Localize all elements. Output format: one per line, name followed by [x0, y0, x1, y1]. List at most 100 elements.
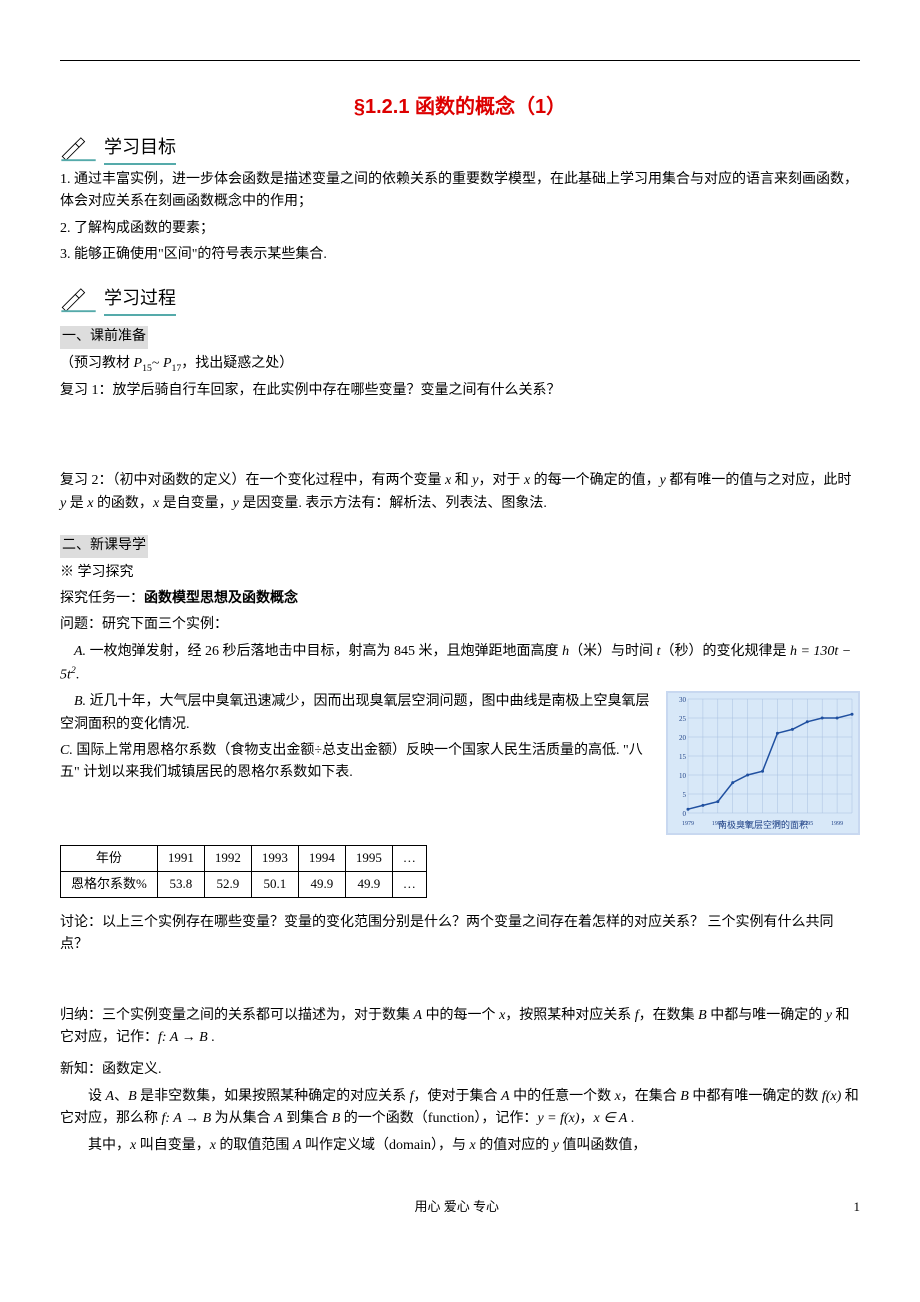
page-title: §1.2.1 函数的概念（1）: [60, 91, 860, 123]
d1m: .: [627, 1111, 634, 1126]
blank-space-2: [60, 961, 860, 1001]
review-1: 复习 1：放学后骑自行车回家，在此实例中存在哪些变量？变量之间有什么关系？: [60, 380, 860, 402]
d1-A3: A: [274, 1111, 283, 1126]
d1-A2: A: [501, 1089, 510, 1104]
ind-e: 中都与唯一确定的: [707, 1008, 826, 1023]
task1b: 函数模型思想及函数概念: [144, 591, 298, 606]
exa-b: （米）与时间: [569, 644, 657, 659]
label-b: B.: [74, 694, 86, 709]
new-def-label: 新知：函数定义.: [60, 1059, 860, 1081]
d1f: ，在集合: [621, 1089, 681, 1104]
d1i: 为从集合: [211, 1111, 274, 1126]
exa-a: 一枚炮弹发射，经 26 秒后落地击中目标，射高为 845 米，且炮弹距地面高度: [86, 644, 562, 659]
th-1995: 1995: [345, 846, 392, 872]
td-5: …: [392, 871, 426, 897]
section-goals-header: 学习目标: [60, 133, 860, 165]
task1: 探究任务一：函数模型思想及函数概念: [60, 588, 860, 610]
td-3: 49.9: [298, 871, 345, 897]
r2f: 是: [66, 496, 87, 511]
th-1992: 1992: [204, 846, 251, 872]
d1d: ，使对于集合: [414, 1089, 502, 1104]
prep-tilde: ~: [152, 356, 163, 371]
ind-d: ，在数集: [639, 1008, 699, 1023]
goal-item-1: 1. 通过丰富实例，进一步体会函数是描述变量之间的依赖关系的重要数学模型，在此基…: [60, 169, 860, 214]
table-data-row: 恩格尔系数% 53.8 52.9 50.1 49.9 49.9 …: [61, 871, 427, 897]
d1-fab: f: A → B: [162, 1111, 212, 1126]
task1a: 探究任务一：: [60, 591, 144, 606]
svg-text:30: 30: [679, 696, 687, 704]
th-1993: 1993: [251, 846, 298, 872]
d1-B3: B: [332, 1111, 341, 1126]
newlesson-heading: 二、新课导学: [60, 535, 148, 557]
d2c: 的取值范围: [216, 1138, 293, 1153]
process-header-text: 学习过程: [104, 284, 176, 316]
th-year: 年份: [61, 846, 158, 872]
ozone-chart-svg: 051015202530197919831987199119951999: [668, 693, 858, 833]
r2e: 都有唯一的值与之对应，此时: [666, 473, 852, 488]
ind-fab: f: A → B: [158, 1030, 208, 1045]
prep-note-a: （预习教材: [60, 356, 134, 371]
d1-B: B: [128, 1089, 137, 1104]
d1k: 的一个函数（function），记作：: [340, 1111, 537, 1126]
hand-writing-icon: [60, 287, 98, 313]
discussion: 讨论：以上三个实例存在哪些变量？变量的变化范围分别是什么？两个变量之间存在着怎样…: [60, 912, 860, 957]
d1-yfx: y = f(x): [537, 1111, 579, 1126]
prep-note-b: ，找出疑惑之处）: [181, 356, 293, 371]
blank-space: [60, 406, 860, 466]
d1-B2: B: [680, 1089, 689, 1104]
goal-item-2: 2. 了解构成函数的要素；: [60, 218, 860, 240]
d1b: 、: [114, 1089, 128, 1104]
prep-heading: 一、课前准备: [60, 326, 148, 348]
top-rule: [60, 60, 860, 61]
th-1994: 1994: [298, 846, 345, 872]
hand-writing-icon: [60, 136, 98, 162]
td-0: 53.8: [157, 871, 204, 897]
section-process-header: 学习过程: [60, 284, 860, 316]
ind-c: ，按照某种对应关系: [505, 1008, 635, 1023]
d2-A: A: [293, 1138, 302, 1153]
r2h: 是自变量，: [159, 496, 233, 511]
td-2: 50.1: [251, 871, 298, 897]
r2b: 和: [451, 473, 472, 488]
d2d: 叫作定义域（domain），与: [302, 1138, 470, 1153]
svg-text:25: 25: [679, 715, 687, 723]
ind-a: 归纳：三个实例变量之间的关系都可以描述为，对于数集: [60, 1008, 414, 1023]
goal-item-3: 3. 能够正确使用"区间"的符号表示某些集合.: [60, 244, 860, 266]
label-a: A.: [74, 644, 86, 659]
example-a: A. 一枚炮弹发射，经 26 秒后落地击中目标，射高为 845 米，且炮弹距地面…: [60, 641, 860, 687]
definition-2: 其中，x 叫自变量，x 的取值范围 A 叫作定义域（domain），与 x 的值…: [60, 1135, 860, 1157]
footer-page: 1: [854, 1197, 861, 1218]
d1g: 中都有唯一确定的数: [689, 1089, 822, 1104]
table-header-row: 年份 1991 1992 1993 1994 1995 …: [61, 846, 427, 872]
exa-c: （秒）的变化规律是: [660, 644, 790, 659]
d1c: 是非空数集，如果按照某种确定的对应关系: [137, 1089, 410, 1104]
ozone-chart: 051015202530197919831987199119951999 南极臭…: [666, 691, 860, 835]
chart-caption: 南极臭氧层空洞的面积: [668, 818, 858, 832]
r2g: 的函数，: [93, 496, 153, 511]
r2a: 复习 2：（初中对函数的定义）在一个变化过程中，有两个变量: [60, 473, 445, 488]
td-label: 恩格尔系数%: [61, 871, 158, 897]
prep-p1: P: [134, 356, 143, 371]
svg-text:5: 5: [683, 791, 687, 799]
var-h: h: [562, 644, 569, 659]
footer-center: 用心 爱心 专心: [414, 1199, 499, 1214]
set-a: A: [414, 1008, 423, 1023]
set-b: B: [698, 1008, 707, 1023]
svg-text:20: 20: [679, 734, 687, 742]
d1-xina: x ∈ A: [594, 1111, 628, 1126]
d1l: ，: [580, 1111, 594, 1126]
page-footer: 用心 爱心 专心 1: [60, 1197, 860, 1218]
d2b: 叫自变量，: [136, 1138, 210, 1153]
th-more: …: [392, 846, 426, 872]
exb-text: 近几十年，大气层中臭氧迅速减少，因而出现臭氧层空洞问题，图中曲线是南极上空臭氧层…: [60, 694, 650, 731]
d2f: 值叫函数值，: [559, 1138, 647, 1153]
td-4: 49.9: [345, 871, 392, 897]
d2a: 其中，: [88, 1138, 130, 1153]
th-1991: 1991: [157, 846, 204, 872]
ind-g: .: [208, 1030, 215, 1045]
prep-s1: 15: [142, 362, 152, 373]
r2c: ，对于: [478, 473, 524, 488]
prep-s2: 17: [172, 362, 182, 373]
explore-label: ※ 学习探究: [60, 562, 860, 584]
prep-note: （预习教材 P15~ P17，找出疑惑之处）: [60, 353, 860, 376]
